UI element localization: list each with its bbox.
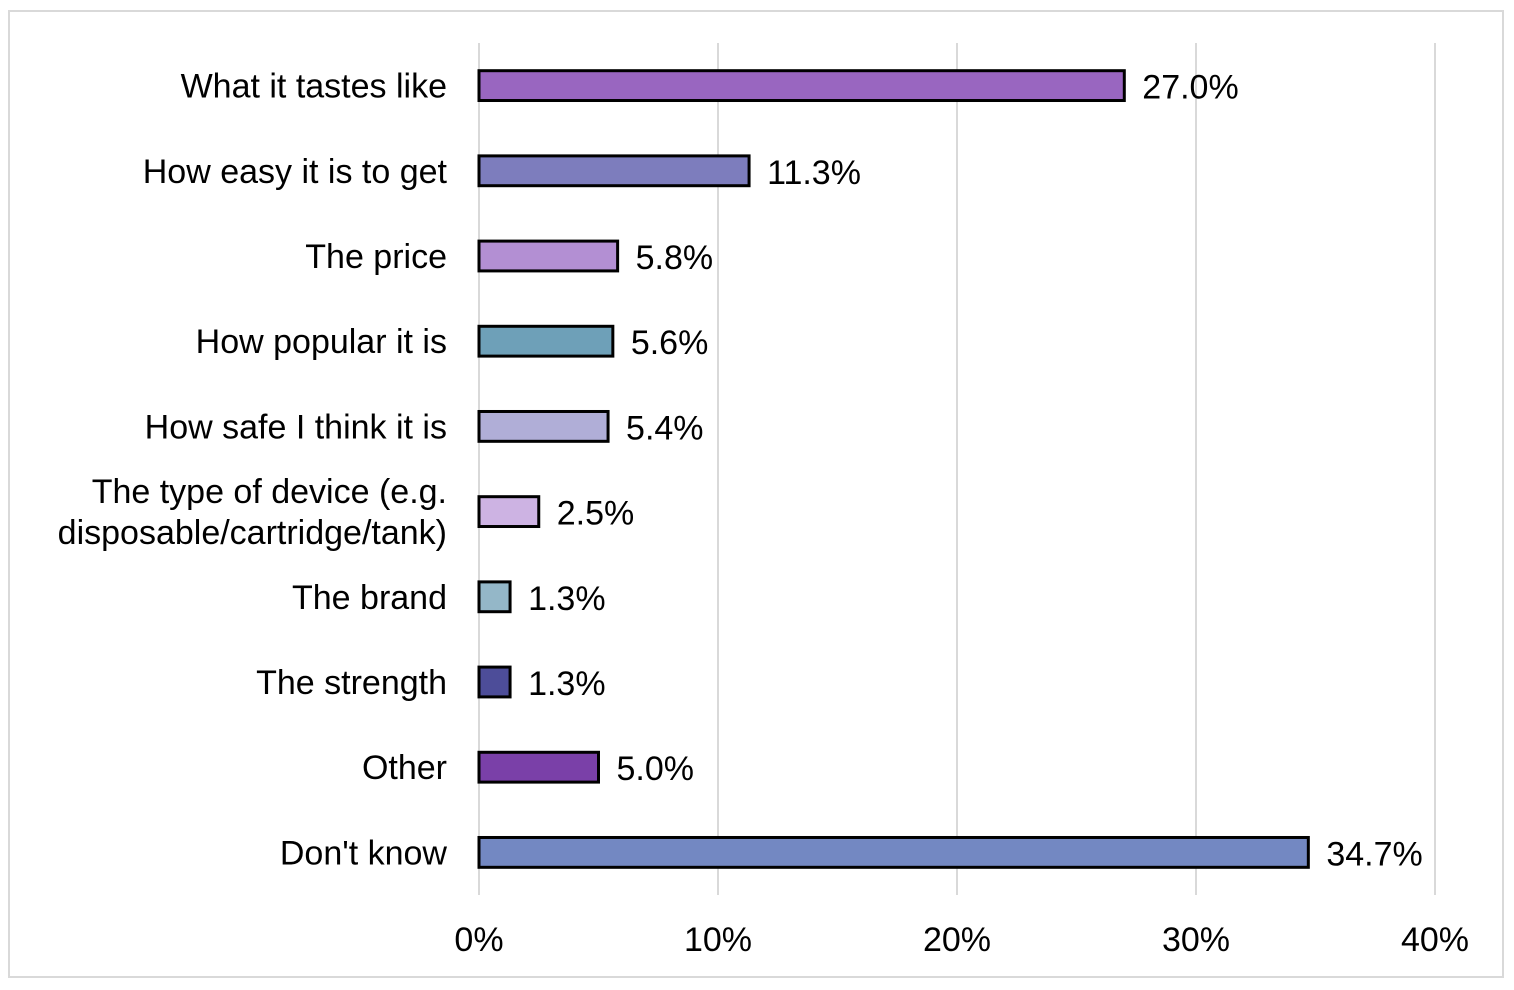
- bar: [477, 750, 600, 784]
- x-tick-label: 10%: [684, 921, 752, 959]
- category-label: How popular it is: [196, 323, 447, 361]
- category-label: The strength: [256, 664, 447, 702]
- category-labels: What it tastes like How easy it is to get…: [58, 68, 448, 873]
- bar: [477, 409, 610, 443]
- x-tick-label: 30%: [1162, 921, 1230, 959]
- bar: [477, 154, 751, 188]
- category-label: How safe I think it is: [145, 408, 447, 446]
- category-label: What it tastes like: [181, 68, 447, 106]
- bar: [477, 835, 1310, 869]
- data-label: 5.4%: [626, 409, 704, 447]
- category-label: How easy it is to get: [143, 153, 448, 191]
- data-label: 27.0%: [1142, 69, 1238, 107]
- category-label: The brand: [292, 579, 447, 617]
- bar: [477, 239, 620, 273]
- bar: [477, 324, 615, 358]
- data-label: 5.6%: [631, 324, 709, 362]
- x-axis-ticks: 0% 10% 20% 30% 40%: [454, 921, 1469, 959]
- bar: [477, 665, 512, 699]
- category-label: The type of device (e.g.: [92, 473, 447, 511]
- data-label: 1.3%: [528, 580, 606, 618]
- data-label: 5.0%: [617, 750, 695, 788]
- data-label: 1.3%: [528, 665, 606, 703]
- data-label: 11.3%: [767, 154, 861, 192]
- data-label: 34.7%: [1326, 835, 1422, 873]
- data-label: 5.8%: [636, 239, 714, 277]
- chart-frame: [8, 10, 1504, 978]
- x-tick-label: 0%: [454, 921, 503, 959]
- value-labels: 27.0% 11.3% 5.8% 5.6% 5.4% 2.5% 1.3% 1.3% 5.0% 34…: [528, 69, 1423, 874]
- bar: [477, 69, 1126, 103]
- bars: [477, 69, 1310, 869]
- x-tick-label: 20%: [923, 921, 991, 959]
- bar: [477, 495, 541, 529]
- category-label: disposable/cartridge/tank): [58, 514, 447, 552]
- category-label: The price: [305, 238, 447, 276]
- category-label: Don't know: [280, 834, 448, 872]
- data-label: 2.5%: [557, 495, 635, 533]
- bar: [477, 580, 512, 614]
- x-tick-label: 40%: [1401, 921, 1469, 959]
- category-label: Other: [362, 749, 447, 787]
